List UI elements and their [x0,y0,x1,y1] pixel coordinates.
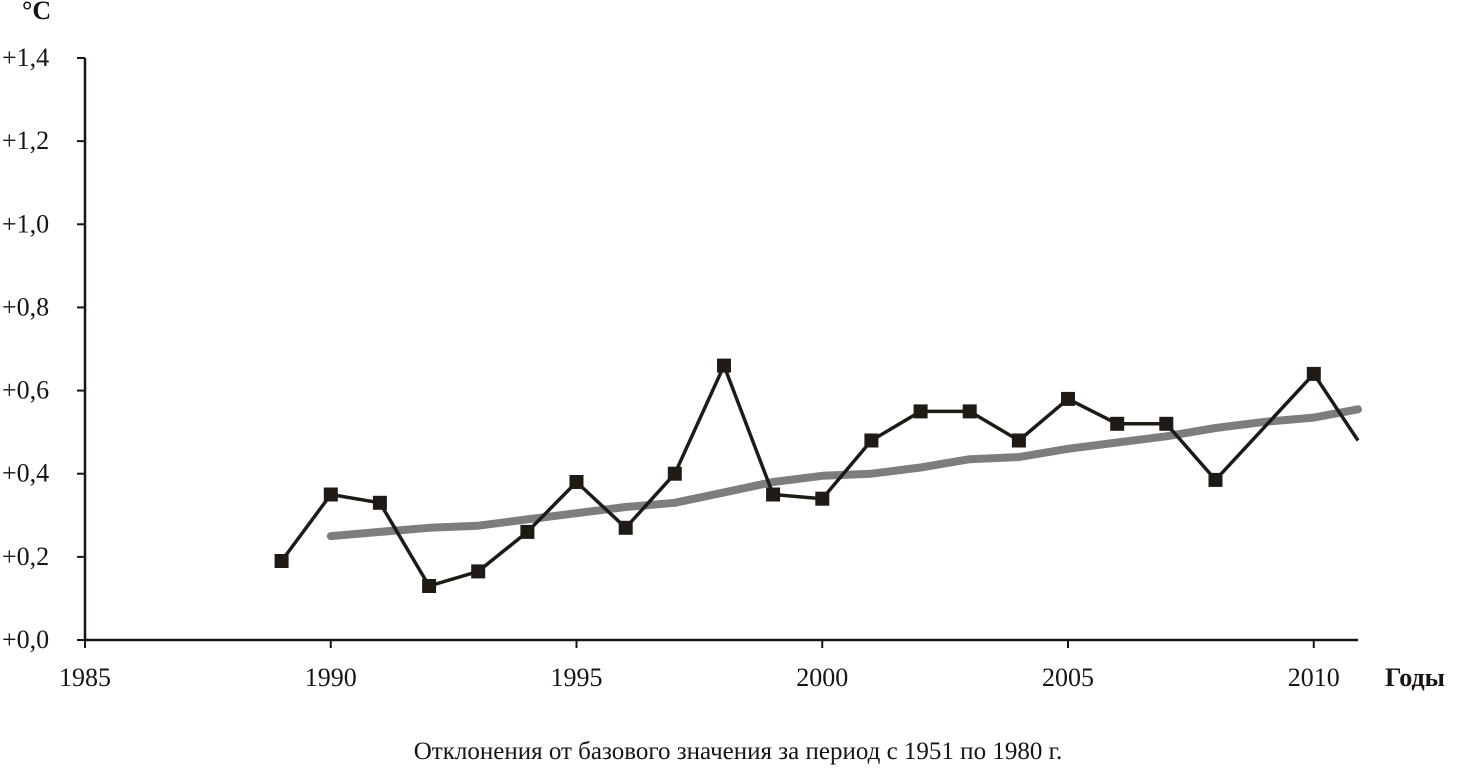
y-tick-label: +0,0 [2,625,49,654]
data-point-marker [864,433,879,448]
chart-caption: Отклонения от базового значения за перио… [414,738,1063,765]
data-point-marker [667,466,682,481]
y-axis-title: °C [22,0,51,25]
data-point-marker [1011,433,1026,448]
x-tick-label: 1990 [305,663,357,692]
data-point-marker [913,404,928,419]
data-point-marker [962,404,977,419]
data-point-marker [1061,391,1075,406]
y-tick-label: +0,4 [2,459,49,488]
y-tick-label: +0,2 [2,542,49,571]
y-axis: +0,0 +0,2 +0,4 +0,6 +0,8 +1,0 +1,2 +1,4 [2,43,87,654]
data-point-marker [471,564,486,579]
data-point-marker [520,524,535,539]
x-tick-label: 1995 [551,663,603,692]
x-tick-label: 1985 [59,663,111,692]
data-point-marker [717,358,731,373]
data-point-marker [1110,416,1125,431]
y-tick-label: +1,2 [2,126,49,155]
x-axis-title: Годы [1385,663,1445,692]
data-point-marker [274,554,289,568]
x-tick-label: 2000 [796,663,848,692]
data-point-marker [372,495,387,510]
trend-line [326,405,1362,541]
series-layer [274,358,1362,593]
data-point-marker [1306,366,1321,381]
data-point-marker [1159,416,1174,431]
data-point-marker [618,520,633,535]
data-point-marker [569,475,584,489]
data-point-marker [323,487,338,502]
y-tick-label: +1,0 [2,209,49,238]
y-tick-label: +0,6 [2,376,49,405]
data-point-marker [766,487,781,502]
annual-anomaly-line [280,363,1360,588]
x-tick-label: 2010 [1288,663,1340,692]
x-tick-label: 2005 [1042,663,1094,692]
x-axis: 1985 1990 1995 2000 2005 2010 [59,638,1358,692]
data-point-marker [1208,472,1223,487]
data-point-marker [422,579,437,593]
y-tick-label: +0,8 [2,292,49,321]
y-tick-label: +1,4 [2,43,49,72]
data-point-marker [815,491,830,506]
